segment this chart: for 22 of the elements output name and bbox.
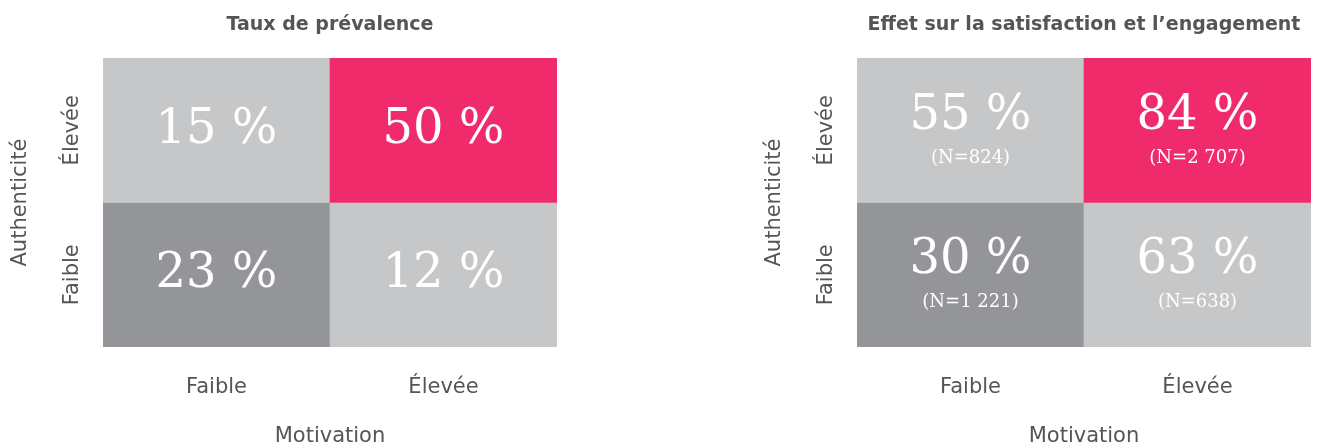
data-label: 30 % bbox=[909, 228, 1032, 285]
x-tick-label: Élevée bbox=[408, 373, 479, 399]
data-label: 50 % bbox=[382, 97, 505, 154]
x-tick-label: Faible bbox=[940, 374, 1001, 399]
x-axis-title: Motivation bbox=[274, 423, 386, 448]
chart-title: Effet sur la satisfaction et l’engagement bbox=[867, 11, 1301, 34]
annotation: (N=1 221) bbox=[922, 290, 1019, 312]
x-axis-title: Motivation bbox=[1028, 423, 1140, 448]
annotation: (N=824) bbox=[930, 145, 1011, 167]
x-tick-label: Faible bbox=[186, 374, 247, 399]
data-label: 63 % bbox=[1136, 228, 1259, 285]
data-label: 15 % bbox=[155, 97, 278, 154]
data-label: 55 % bbox=[909, 83, 1032, 140]
annotation: (N=2 707) bbox=[1149, 145, 1246, 167]
annotation: (N=638) bbox=[1157, 290, 1238, 312]
data-label: 12 % bbox=[382, 242, 505, 299]
y-axis-title: Authenticité bbox=[761, 138, 786, 267]
y-axis-title: Authenticité bbox=[7, 138, 32, 267]
x-tick-label: Élevée bbox=[1162, 373, 1233, 399]
chart-title: Taux de prévalence bbox=[226, 11, 434, 34]
data-label: 84 % bbox=[1136, 83, 1259, 140]
data-label: 23 % bbox=[155, 242, 278, 299]
